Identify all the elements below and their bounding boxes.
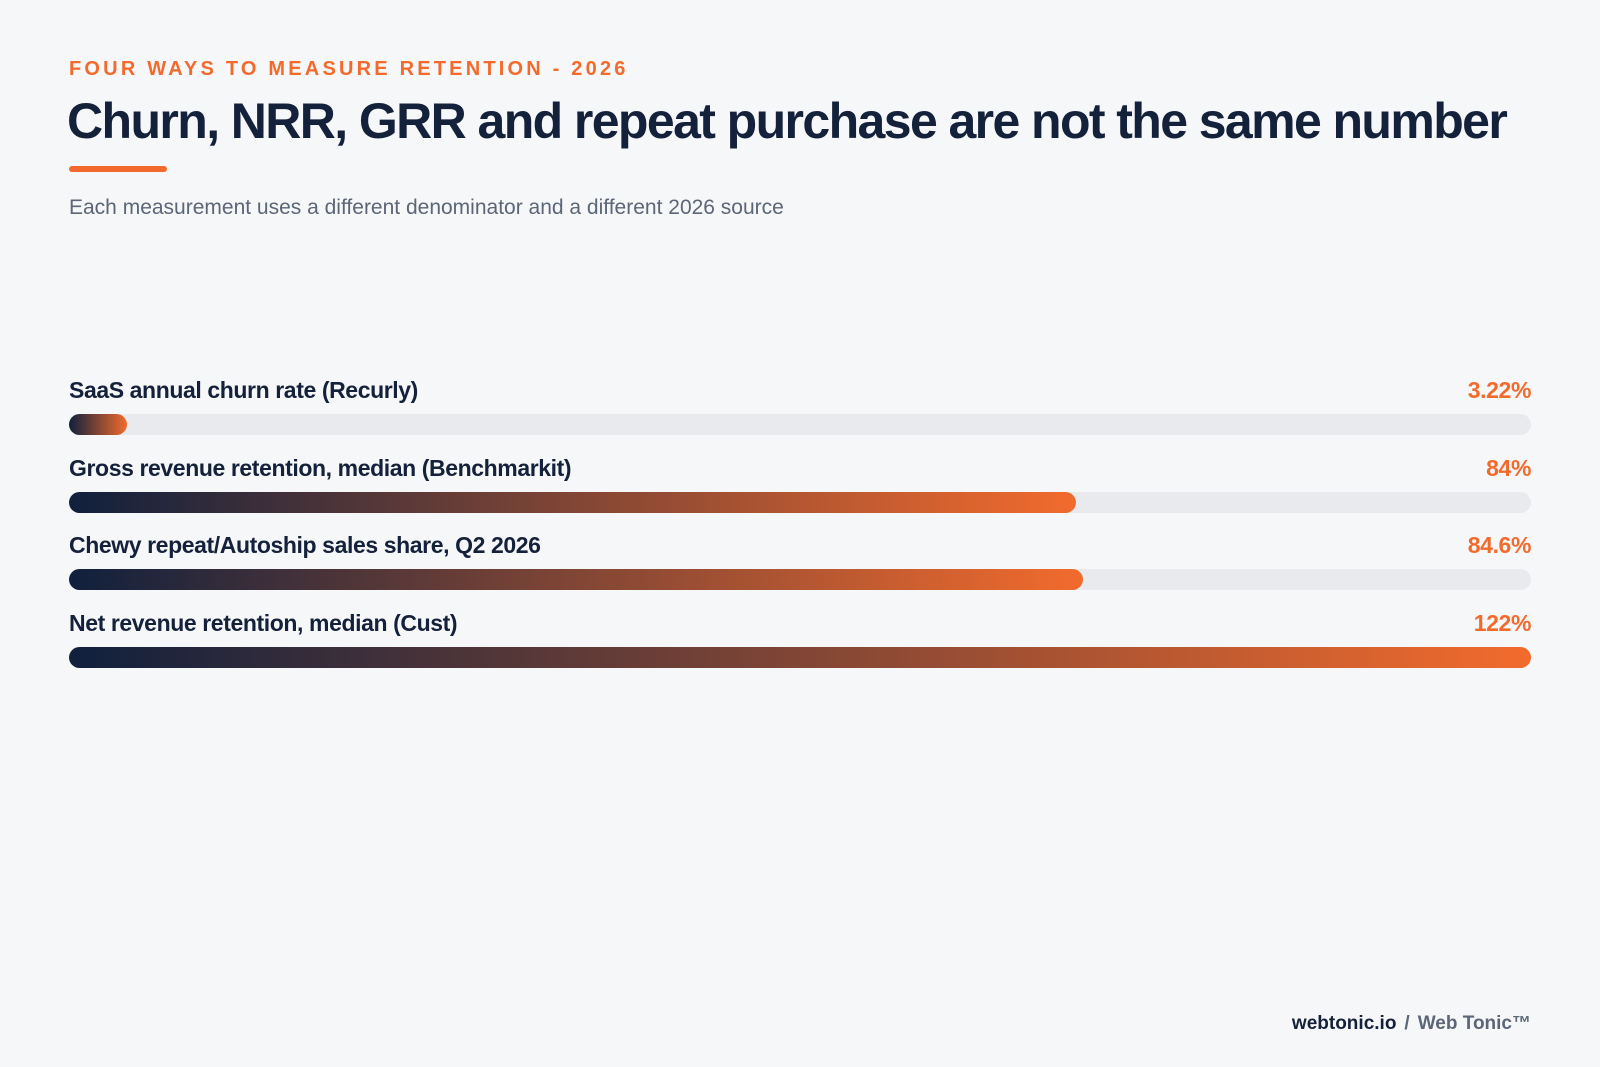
bar-track (69, 646, 1531, 668)
bar-label: Chewy repeat/Autoship sales share, Q2 20… (69, 532, 541, 558)
bar-fill (69, 569, 1083, 590)
bar-row: SaaS annual churn rate (Recurly) 3.22% (69, 374, 1531, 452)
bar-label: Gross revenue retention, median (Benchma… (69, 454, 572, 481)
title-accent-rule (69, 166, 167, 172)
bar-track (69, 491, 1531, 513)
bar-value-label: 3.22% (1467, 377, 1532, 403)
bar-label: SaaS annual churn rate (Recurly) (69, 377, 418, 403)
chart-eyebrow: FOUR WAYS TO MEASURE RETENTION - 2026 (69, 58, 629, 80)
footer-site-link[interactable]: webtonic.io (1291, 1013, 1397, 1034)
bar-fill (69, 414, 127, 435)
bar-label: Net revenue retention, median (Cust) (69, 609, 458, 636)
bar-chart: SaaS annual churn rate (Recurly) 3.22% Gro… (69, 374, 1531, 684)
bar-fill (69, 646, 1531, 668)
bar-value-label: 122% (1473, 609, 1532, 636)
chart-title: Churn, NRR, GRR and repeat purchase are … (67, 93, 1508, 149)
bar-row: Net revenue retention, median (Cust) 122% (69, 607, 1531, 685)
bar-row: Chewy repeat/Autoship sales share, Q2 20… (69, 529, 1531, 607)
footer-credit: webtonic.io / Web Tonic™ (1292, 1013, 1531, 1035)
bar-track (69, 569, 1531, 590)
chart-subtitle: Each measurement uses a different denomi… (69, 196, 784, 219)
footer-separator: / (1404, 1013, 1410, 1034)
bar-fill (69, 491, 1076, 513)
footer-brand: Web Tonic™ (1417, 1013, 1531, 1034)
bar-row: Gross revenue retention, median (Benchma… (69, 452, 1531, 530)
bar-value-label: 84.6% (1467, 532, 1532, 558)
bar-track (69, 414, 1531, 435)
bar-value-label: 84% (1486, 454, 1531, 481)
